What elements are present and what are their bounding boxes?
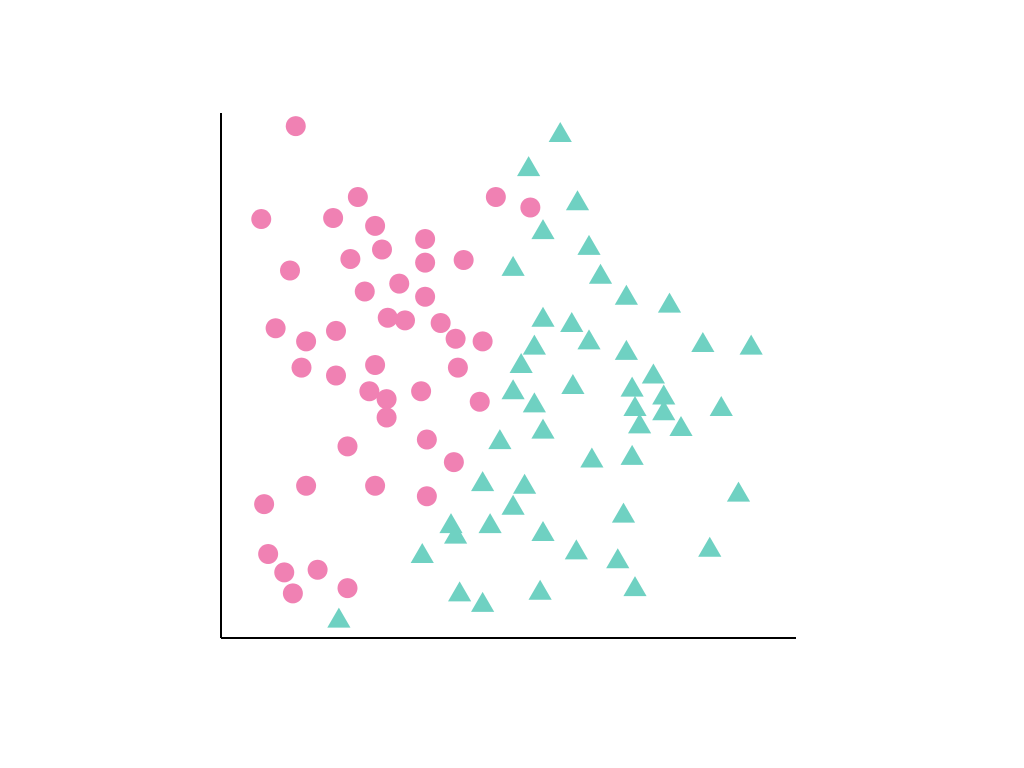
data-point — [338, 436, 358, 456]
data-point — [502, 256, 525, 276]
data-point — [471, 592, 494, 612]
data-point — [446, 329, 466, 349]
data-point — [415, 229, 435, 249]
data-point — [251, 209, 271, 229]
data-point — [612, 503, 635, 523]
data-point — [623, 396, 646, 416]
data-point — [502, 495, 525, 515]
data-point — [365, 476, 385, 496]
data-point — [323, 208, 343, 228]
data-point — [308, 560, 328, 580]
data-point — [378, 308, 398, 328]
data-point — [296, 476, 316, 496]
data-point — [577, 235, 600, 255]
data-point — [615, 340, 638, 360]
data-point — [254, 494, 274, 514]
data-point — [359, 381, 379, 401]
data-point — [560, 312, 583, 332]
data-point — [286, 116, 306, 136]
data-point — [740, 335, 763, 355]
data-point — [355, 282, 375, 302]
data-point — [348, 187, 368, 207]
data-point — [628, 413, 651, 433]
data-point — [280, 261, 300, 281]
data-point — [523, 335, 546, 355]
data-point — [411, 381, 431, 401]
data-point — [529, 580, 552, 600]
data-point — [274, 562, 294, 582]
data-point — [565, 539, 588, 559]
data-point — [338, 578, 358, 598]
data-point — [580, 448, 603, 468]
data-point — [411, 543, 434, 563]
data-point — [326, 321, 346, 341]
data-point — [448, 581, 471, 601]
data-point — [389, 274, 409, 294]
data-point — [520, 198, 540, 218]
data-point — [327, 608, 350, 628]
data-point — [292, 358, 312, 378]
data-point — [417, 486, 437, 506]
data-point — [444, 452, 464, 472]
data-point — [258, 544, 278, 564]
data-point — [621, 377, 644, 397]
data-point — [621, 445, 644, 465]
data-point — [566, 190, 589, 210]
data-point — [266, 318, 286, 338]
data-point — [549, 122, 572, 142]
data-point — [340, 249, 360, 269]
data-point — [431, 313, 451, 333]
data-point — [479, 513, 502, 533]
data-point — [415, 287, 435, 307]
series-b-triangles — [327, 122, 762, 628]
data-point — [415, 253, 435, 273]
data-point — [642, 364, 665, 384]
data-point — [488, 429, 511, 449]
data-point — [531, 307, 554, 327]
data-point — [365, 355, 385, 375]
data-point — [486, 187, 506, 207]
data-point — [510, 353, 533, 373]
data-point — [377, 389, 397, 409]
data-point — [395, 310, 415, 330]
data-point — [372, 240, 392, 260]
data-point — [473, 331, 493, 351]
data-point — [531, 521, 554, 541]
data-point — [698, 537, 721, 557]
data-point — [589, 264, 612, 284]
data-point — [513, 474, 536, 494]
data-point — [606, 548, 629, 568]
data-point — [658, 293, 681, 313]
scatter-chart — [0, 0, 1024, 768]
data-point — [454, 250, 474, 270]
data-point — [531, 219, 554, 239]
data-point — [283, 583, 303, 603]
plot-svg — [0, 0, 1024, 768]
data-point — [577, 329, 600, 349]
data-point — [523, 392, 546, 412]
data-point — [710, 396, 733, 416]
data-point — [326, 366, 346, 386]
data-point — [561, 374, 584, 394]
data-point — [531, 419, 554, 439]
data-point — [365, 216, 385, 236]
data-point — [615, 285, 638, 305]
data-point — [377, 408, 397, 428]
data-point — [296, 331, 316, 351]
data-point — [448, 358, 468, 378]
data-point — [517, 156, 540, 176]
data-point — [471, 471, 494, 491]
data-point — [417, 430, 437, 450]
data-point — [623, 576, 646, 596]
data-point — [727, 482, 750, 502]
data-point — [502, 379, 525, 399]
data-point — [691, 332, 714, 352]
data-point — [470, 392, 490, 412]
